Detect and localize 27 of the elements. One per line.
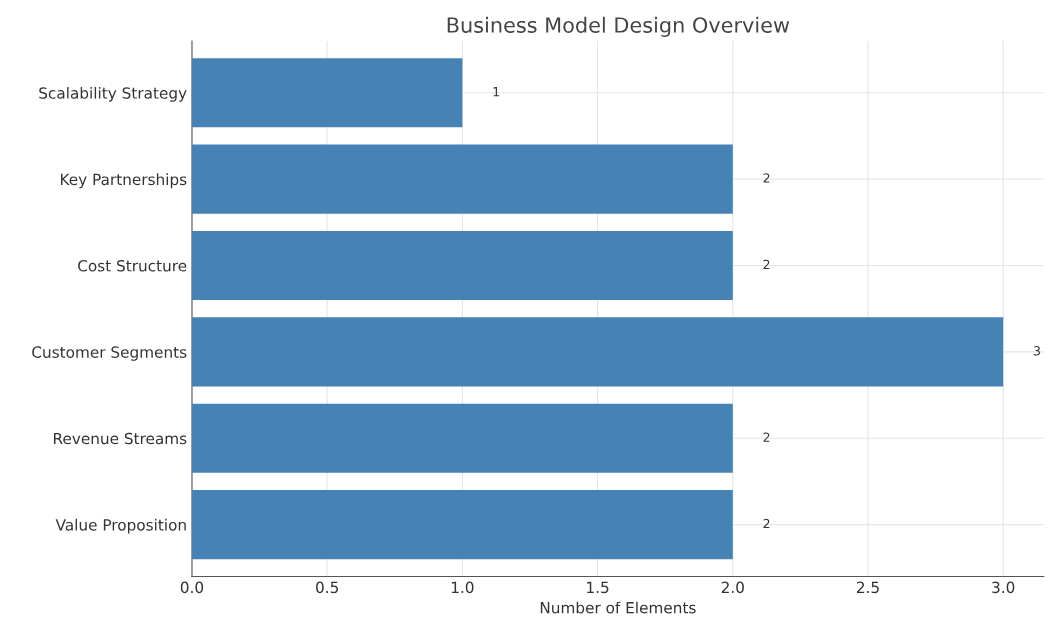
x-axis-title: Number of Elements [540, 601, 696, 614]
bar [191, 58, 463, 128]
y-tick-label: Cost Structure [78, 259, 187, 272]
x-tick-label: 0.0 [180, 581, 204, 594]
bar [191, 144, 733, 214]
bar [191, 490, 733, 560]
bar [191, 230, 733, 301]
bar [191, 317, 1004, 387]
data-label: 2 [763, 432, 770, 442]
y-tick-label: Customer Segments [32, 346, 187, 361]
data-label: 3 [1033, 346, 1040, 356]
y-tick-label: Revenue Streams [53, 432, 187, 445]
bar [191, 403, 733, 473]
x-tick-label: 3.0 [992, 581, 1015, 594]
x-tick-label: 1.5 [587, 581, 609, 594]
data-label: 1 [493, 87, 499, 97]
data-label: 2 [763, 173, 770, 183]
x-tick-label: 1.0 [451, 581, 474, 594]
y-tick-label: Key Partnerships [60, 173, 187, 189]
x-tick-label: 2.0 [721, 581, 744, 594]
y-tick-label: Scalability Strategy [39, 86, 187, 102]
x-tick-label: 2.5 [856, 581, 879, 594]
x-tick-label: 0.5 [316, 581, 338, 594]
chart-title: Business Model Design Overview [447, 16, 790, 37]
data-label: 2 [763, 518, 770, 529]
data-label: 2 [763, 259, 770, 269]
y-tick-label: Value Proposition [55, 518, 186, 534]
